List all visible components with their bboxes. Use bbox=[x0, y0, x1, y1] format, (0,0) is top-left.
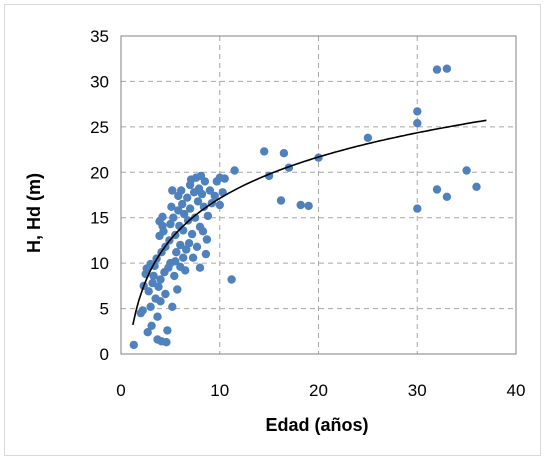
data-point bbox=[169, 213, 178, 222]
data-point bbox=[147, 321, 156, 330]
data-point bbox=[432, 65, 442, 74]
data-point bbox=[168, 302, 177, 311]
data-point bbox=[462, 166, 471, 175]
data-point bbox=[153, 312, 162, 321]
x-tick-label: 30 bbox=[408, 381, 427, 400]
y-tick-label: 30 bbox=[90, 72, 109, 91]
x-tick-label: 20 bbox=[309, 381, 328, 400]
data-point bbox=[158, 212, 167, 221]
data-point bbox=[161, 289, 170, 299]
data-point bbox=[203, 211, 213, 221]
y-axis-title: H, Hd (m) bbox=[24, 173, 44, 253]
data-point bbox=[178, 199, 187, 209]
data-points bbox=[129, 64, 481, 350]
y-tick-label: 25 bbox=[90, 118, 109, 137]
data-point bbox=[193, 197, 203, 206]
data-point bbox=[200, 177, 210, 186]
data-point bbox=[188, 253, 198, 262]
data-point bbox=[279, 149, 289, 158]
data-point bbox=[413, 204, 422, 213]
data-point bbox=[363, 133, 373, 142]
x-tick-label: 40 bbox=[507, 381, 526, 400]
data-point bbox=[181, 266, 190, 275]
data-point bbox=[167, 202, 176, 211]
y-tick-label: 10 bbox=[90, 254, 109, 273]
data-point bbox=[156, 297, 165, 306]
data-point bbox=[144, 287, 153, 296]
data-point bbox=[168, 186, 177, 195]
data-point bbox=[177, 186, 186, 195]
x-axis-title: Edad (años) bbox=[265, 415, 368, 435]
y-tick-label: 5 bbox=[100, 300, 109, 319]
data-point bbox=[296, 200, 305, 210]
data-point bbox=[154, 282, 163, 291]
data-point bbox=[192, 242, 202, 251]
data-point bbox=[472, 182, 481, 191]
data-point bbox=[413, 119, 422, 128]
data-point bbox=[162, 338, 171, 347]
x-axis-tick-labels: 0 10 20 30 40 bbox=[116, 381, 525, 400]
data-point bbox=[197, 189, 207, 199]
data-point bbox=[138, 306, 147, 315]
x-tick-label: 0 bbox=[116, 381, 125, 400]
data-point bbox=[146, 302, 155, 311]
chart-frame bbox=[4, 4, 541, 456]
data-point bbox=[143, 328, 152, 337]
data-point bbox=[190, 213, 200, 222]
data-point bbox=[185, 204, 195, 213]
data-point bbox=[227, 275, 236, 284]
data-point bbox=[260, 147, 269, 156]
data-point bbox=[199, 202, 209, 211]
data-point bbox=[159, 227, 168, 236]
data-point bbox=[218, 188, 227, 197]
data-point bbox=[173, 285, 182, 294]
data-point bbox=[442, 64, 452, 73]
data-point bbox=[156, 275, 165, 284]
data-point bbox=[205, 186, 215, 195]
data-point bbox=[195, 263, 205, 272]
data-point bbox=[166, 219, 175, 229]
data-point bbox=[198, 227, 208, 236]
data-point bbox=[442, 192, 452, 201]
y-tick-label: 0 bbox=[100, 345, 109, 364]
data-point bbox=[304, 201, 313, 211]
data-point bbox=[180, 209, 189, 219]
data-point bbox=[179, 253, 188, 262]
data-point bbox=[163, 326, 172, 335]
data-point bbox=[182, 245, 191, 254]
plot-area-border bbox=[120, 35, 517, 355]
data-point bbox=[183, 193, 192, 202]
data-point bbox=[230, 166, 239, 175]
data-point bbox=[184, 239, 194, 248]
data-point bbox=[276, 196, 286, 205]
data-point bbox=[149, 271, 158, 281]
data-point bbox=[176, 240, 185, 250]
y-tick-label: 15 bbox=[90, 209, 109, 228]
y-tick-label: 35 bbox=[90, 27, 109, 46]
data-point bbox=[171, 257, 180, 266]
data-point bbox=[220, 174, 229, 183]
data-point bbox=[170, 271, 179, 281]
data-point bbox=[202, 235, 212, 244]
y-tick-label: 20 bbox=[90, 163, 109, 182]
data-point bbox=[201, 249, 211, 259]
x-tick-label: 10 bbox=[210, 381, 229, 400]
y-axis-tick-labels: 0 5 10 15 20 25 30 35 bbox=[90, 27, 109, 364]
data-point bbox=[210, 191, 219, 201]
trendline bbox=[132, 119, 487, 326]
data-point bbox=[129, 340, 138, 350]
data-point bbox=[179, 226, 188, 235]
data-point bbox=[413, 107, 422, 116]
data-point bbox=[172, 248, 181, 257]
data-point bbox=[215, 200, 224, 210]
data-point bbox=[432, 185, 442, 194]
data-point bbox=[187, 229, 197, 239]
